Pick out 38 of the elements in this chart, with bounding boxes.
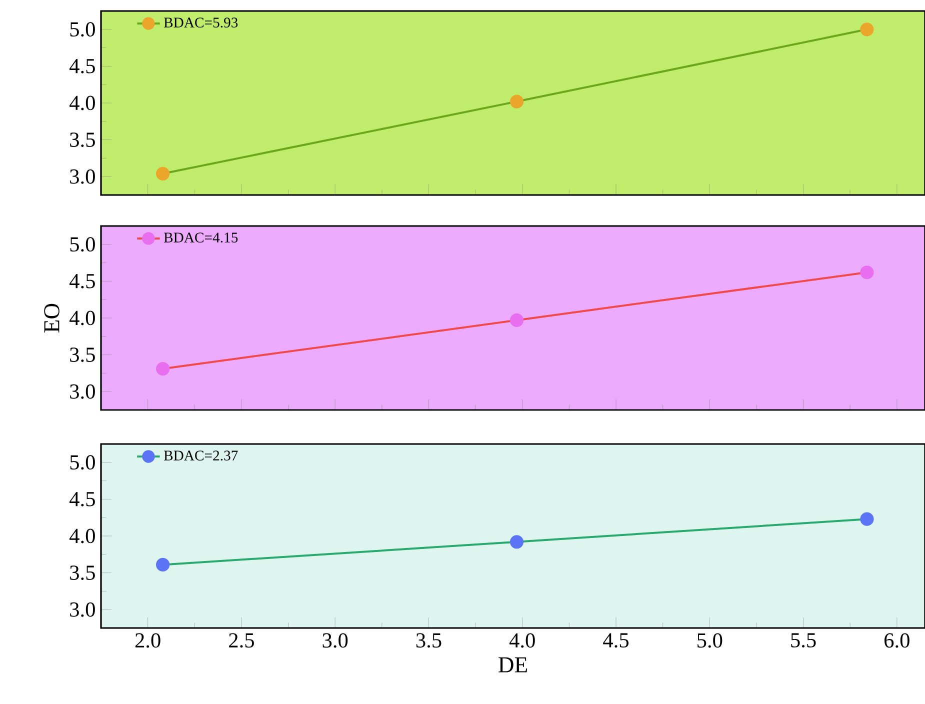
legend-label: BDAC=2.37 bbox=[164, 450, 238, 461]
legend-label: BDAC=4.15 bbox=[164, 232, 238, 243]
y-tick-label: 3.0 bbox=[70, 384, 95, 399]
y-tick-label: 4.5 bbox=[70, 59, 95, 74]
point bbox=[860, 512, 874, 526]
y-tick-label: 4.5 bbox=[70, 492, 95, 506]
point bbox=[156, 362, 170, 376]
x-tick-label: 3.5 bbox=[416, 633, 442, 648]
y-tick-label: 5.0 bbox=[70, 22, 95, 37]
y-tick-label: 3.5 bbox=[70, 566, 95, 580]
x-tick-label: 3.0 bbox=[322, 633, 348, 648]
legend-label: BDAC=5.93 bbox=[164, 18, 238, 28]
point bbox=[510, 535, 524, 549]
x-tick-label: 2.0 bbox=[135, 633, 160, 648]
x-tick-label: 6.0 bbox=[884, 633, 910, 648]
x-tick-label: 5.0 bbox=[698, 633, 722, 648]
x-tick-label: 4.0 bbox=[509, 633, 535, 648]
y-tick-label: 4.0 bbox=[70, 96, 95, 110]
point bbox=[156, 558, 170, 572]
y-tick-label: 4.0 bbox=[70, 528, 95, 544]
y-tick-label: 3.0 bbox=[70, 602, 95, 617]
x-tick-label: 5.5 bbox=[791, 633, 816, 648]
point bbox=[510, 94, 524, 108]
x-axis-title: DE bbox=[498, 657, 527, 672]
point bbox=[510, 313, 524, 328]
y-tick-label: 3.5 bbox=[70, 348, 95, 362]
x-tick-label: 2.5 bbox=[229, 633, 254, 648]
point bbox=[860, 266, 874, 280]
y-axis-title: EO bbox=[44, 304, 60, 332]
x-tick-label: 4.5 bbox=[603, 633, 628, 648]
point bbox=[156, 166, 170, 180]
y-tick-label: 5.0 bbox=[70, 237, 95, 252]
y-tick-label: 5.0 bbox=[70, 455, 95, 470]
y-tick-label: 4.0 bbox=[70, 310, 95, 326]
point bbox=[860, 22, 874, 36]
y-tick-label: 4.5 bbox=[70, 274, 95, 288]
y-tick-label: 3.5 bbox=[70, 132, 95, 147]
y-tick-label: 3.0 bbox=[70, 169, 95, 184]
